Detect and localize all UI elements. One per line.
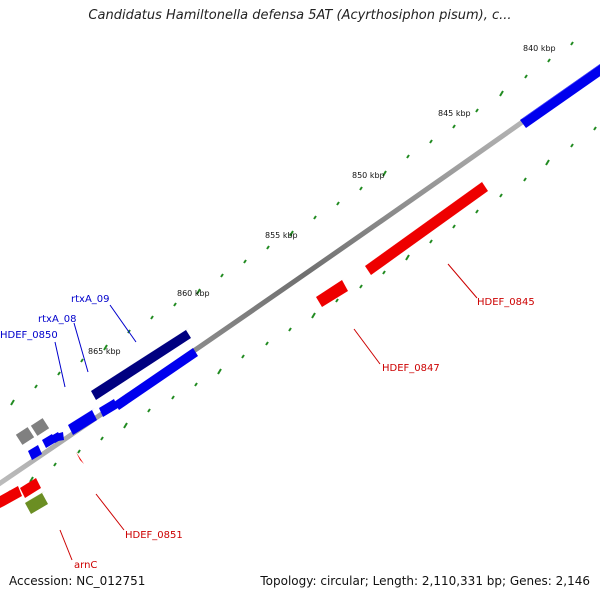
gene-HDEF-0851[interactable]: [76, 452, 84, 464]
label-HDEF-0847: HDEF_0847: [382, 363, 440, 374]
map-title: Candidatus Hamiltonella defensa 5AT (Acy…: [88, 8, 512, 23]
label-HDEF-0845: HDEF_0845: [477, 297, 535, 308]
gene-forward-0843[interactable]: [520, 62, 600, 128]
gene-forward-small-3[interactable]: [28, 445, 42, 460]
tick-row-outer: [10, 41, 574, 406]
label-arnC: arnC: [74, 560, 97, 571]
accession-text: Accession: NC_012751: [9, 574, 146, 588]
genome-summary: Topology: circular; Length: 2,110,331 bp…: [260, 574, 590, 588]
tick-label-865: 865 kbp: [88, 347, 121, 356]
tick-row-inner: [7, 126, 597, 495]
tick-label-845: 845 kbp: [438, 109, 471, 118]
gene-other-2[interactable]: [30, 418, 50, 436]
gene-HDEF-0850[interactable]: [68, 408, 97, 435]
gene-arnC[interactable]: [25, 491, 48, 514]
gene-rtxA-08[interactable]: [114, 346, 198, 410]
label-leaders: [54, 263, 478, 561]
gene-forward-small-2[interactable]: [42, 432, 64, 448]
genome-backbone: [0, 64, 600, 487]
label-HDEF-0851: HDEF_0851: [125, 530, 183, 541]
gene-reverse-red-1[interactable]: [20, 478, 41, 498]
gene-HDEF-0845[interactable]: [365, 180, 488, 275]
gene-reverse-red-2[interactable]: [0, 486, 22, 508]
gene-forward-small-1[interactable]: [99, 399, 118, 417]
label-HDEF-0850: HDEF_0850: [0, 330, 58, 341]
label-rtxA-09: rtxA_09: [71, 294, 110, 305]
tick-label-840: 840 kbp: [523, 44, 556, 53]
label-rtxA-08: rtxA_08: [38, 314, 77, 325]
tick-label-850: 850 kbp: [352, 171, 385, 180]
tick-label-860: 860 kbp: [177, 289, 210, 298]
gene-other-1[interactable]: [15, 427, 35, 445]
gene-rtxA-09[interactable]: [91, 328, 191, 400]
gene-HDEF-0847[interactable]: [316, 278, 348, 307]
tick-label-855: 855 kbp: [265, 231, 298, 240]
